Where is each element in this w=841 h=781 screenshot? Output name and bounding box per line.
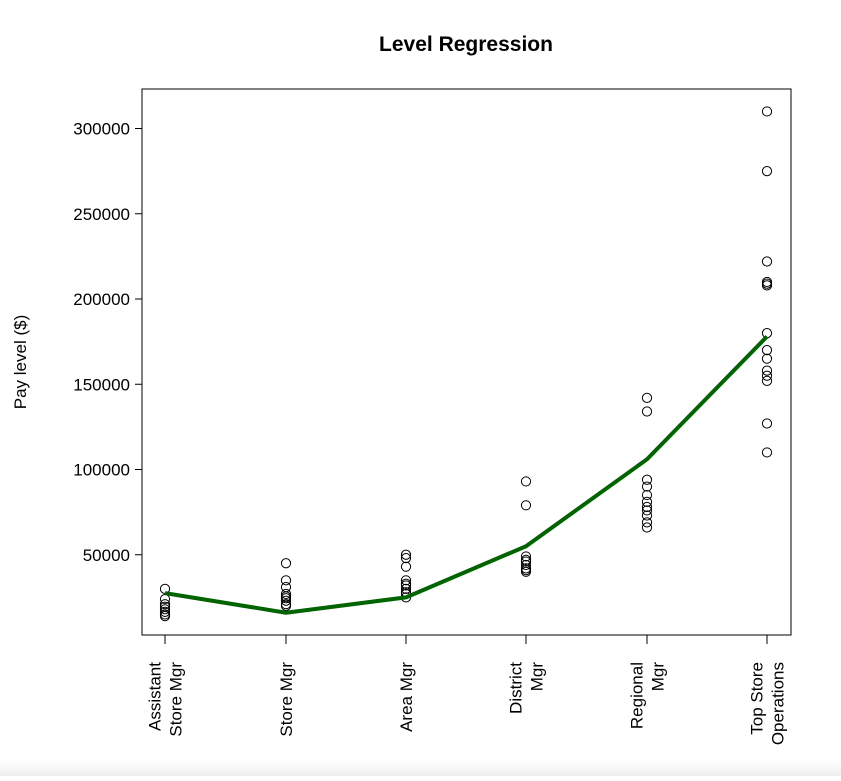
scatter-point [641, 481, 653, 492]
scatter-point [641, 501, 653, 513]
y-tick-label: 250000 [73, 205, 130, 224]
x-tick-label: Top Store [748, 662, 767, 735]
scatter-point [641, 505, 653, 516]
chart-title: Level Regression [379, 33, 553, 56]
y-tick-label: 300000 [73, 120, 130, 139]
scatter-point [520, 500, 532, 511]
y-tick-label: 200000 [73, 290, 130, 309]
x-tick-label: Store Mgr [167, 662, 186, 737]
scatter-point [761, 353, 773, 364]
scatter-point [400, 580, 412, 591]
scatter-point [761, 256, 773, 267]
scatter-point [520, 556, 532, 567]
scatter-point [641, 489, 653, 501]
plot-area-frame [141, 88, 792, 636]
scatter-point [400, 549, 412, 560]
x-tick-label: Operations [769, 662, 788, 745]
y-tick-label: 150000 [73, 375, 130, 394]
scatter-point [400, 553, 412, 564]
scatter-point [641, 522, 653, 533]
scatter-point [761, 328, 773, 339]
scatter-point [280, 593, 292, 604]
scatter-point [641, 496, 653, 507]
scatter-point [641, 517, 653, 528]
scatter-point [400, 583, 412, 594]
trend-line-layer [164, 335, 769, 615]
y-axis-label: Pay level ($) [11, 315, 30, 409]
scatter-point [520, 566, 532, 577]
scatter-point [761, 106, 773, 117]
scatter-point [641, 406, 653, 417]
scatter-point [159, 606, 171, 617]
scatter-point [761, 447, 773, 458]
scatter-point [280, 558, 292, 569]
x-tick-label: Area Mgr [397, 662, 416, 732]
scatter-point [520, 476, 532, 487]
scatter-point [641, 510, 653, 521]
x-tick-label: District [507, 662, 526, 714]
y-tick-label: 100000 [73, 461, 130, 480]
scatter-point [761, 375, 773, 386]
scatter-point [520, 551, 532, 562]
scatter-point [159, 611, 171, 622]
scatter-point [280, 595, 292, 606]
scatter-point [280, 575, 292, 586]
scatter-point [641, 474, 653, 485]
x-tick-label: Store Mgr [277, 662, 296, 737]
scatter-point [761, 370, 773, 381]
scatter-point [280, 588, 292, 600]
x-axis: Assistant Store Mgr Store Mgr Area Mgr Distr… [146, 635, 788, 745]
scatter-point [520, 559, 532, 571]
scatter-point [400, 561, 412, 572]
scatter-point [761, 345, 773, 356]
x-tick-label: Mgr [528, 662, 547, 692]
scatter-points [159, 106, 773, 622]
scatter-point [641, 392, 653, 403]
scatter-point [761, 365, 773, 376]
scatter-point [280, 600, 292, 612]
scatter-point [400, 575, 412, 586]
y-tick-label: 50000 [83, 546, 130, 565]
bottom-edge-shadow [0, 760, 841, 776]
regression-line [164, 335, 769, 615]
scatter-point [761, 418, 773, 429]
x-tick-label: Assistant [146, 662, 165, 731]
scatter-point [159, 599, 171, 610]
y-axis: 50000 100000 150000 200000 250000 300000 [73, 120, 142, 565]
x-tick-label: Regional [628, 662, 647, 729]
scatter-point [761, 280, 773, 291]
scatter-point [761, 166, 773, 177]
x-tick-label: Mgr [649, 662, 668, 692]
scatter-point [159, 604, 171, 615]
